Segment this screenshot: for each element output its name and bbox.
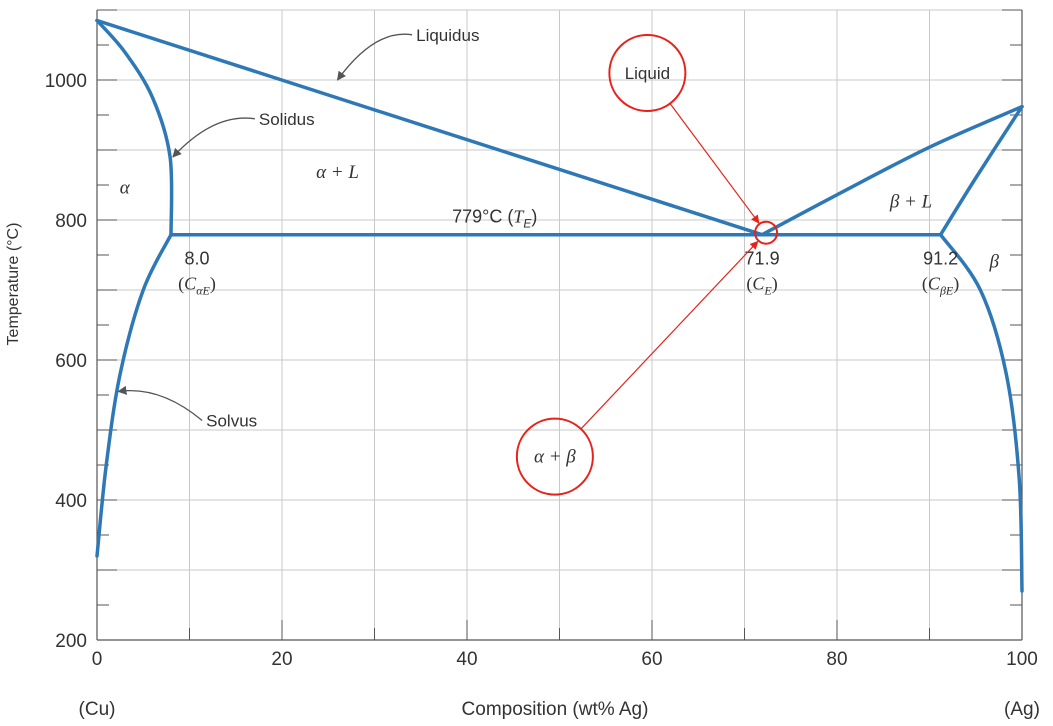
phase-label: α + L	[316, 162, 359, 183]
liquidus-right-line	[760, 104, 1024, 237]
y-tick-label: 600	[55, 351, 87, 372]
composition-symbol: (CαE)	[178, 274, 216, 298]
composition-symbol: (CE)	[746, 274, 777, 298]
y-tick-label: 800	[55, 211, 87, 232]
solvus-alpha-line	[95, 232, 173, 558]
liquidus-callout-label: Liquidus	[416, 26, 479, 45]
phase-label: α	[120, 177, 131, 198]
eutectic-point-marker	[754, 220, 779, 245]
callouts: Liquidus Solidus Solvus	[117, 26, 479, 431]
x-tick-label: 100	[1006, 649, 1038, 670]
annotation-circle	[608, 34, 687, 112]
phase-boundaries	[95, 18, 1024, 593]
liquidus-left-line	[95, 18, 764, 237]
liquidus-callout-arrow	[336, 33, 413, 81]
x-tick-label: 60	[641, 649, 662, 670]
solidus-alpha-line	[95, 18, 174, 237]
y-axis-title: Temperature (°C)	[5, 223, 22, 346]
annotation-arrow	[669, 103, 760, 224]
composition-value: 71.9	[745, 249, 780, 269]
annotations: Liquid α + β	[515, 34, 779, 496]
phase-label: β + L	[889, 191, 932, 212]
x-tick-label: 20	[271, 649, 292, 670]
y-tick-label: 1000	[45, 71, 87, 92]
annotation-arrow	[580, 240, 759, 430]
solvus-beta-line	[938, 232, 1024, 593]
x-tick-label: 0	[92, 649, 103, 670]
solidus-callout-arrow	[172, 117, 255, 158]
x-end-label-right: (Ag)	[1004, 699, 1040, 720]
x-end-label-left: (Cu)	[79, 699, 116, 720]
solvus-callout-arrow	[117, 385, 203, 421]
phase-label: β	[989, 252, 1000, 273]
axis-ticks: 200 400 600 800 1000 0 20 40 60 80 100	[45, 9, 1038, 670]
eutectic-temperature-label: 779°C (TE)	[452, 207, 537, 231]
grid	[96, 9, 1023, 641]
composition-value: 8.0	[184, 249, 209, 269]
phase-labels: α α + L β + L β 779°C (TE) 8.0 (CαE) 71.9 (CE) 91…	[120, 162, 1000, 298]
solvus-callout-label: Solvus	[206, 412, 257, 431]
x-axis-title: Composition (wt% Ag)	[462, 699, 649, 720]
y-tick-label: 200	[55, 631, 87, 652]
composition-symbol: (CβE)	[922, 274, 959, 298]
annotation-label: α + β	[534, 447, 576, 468]
annotation-label: Liquid	[625, 64, 670, 83]
x-tick-label: 40	[456, 649, 477, 670]
y-tick-label: 400	[55, 491, 87, 512]
x-tick-label: 80	[826, 649, 847, 670]
composition-value: 91.2	[923, 249, 958, 269]
solidus-callout-label: Solidus	[259, 110, 315, 129]
solidus-beta-line	[938, 104, 1024, 237]
annotation-circle	[515, 417, 594, 496]
